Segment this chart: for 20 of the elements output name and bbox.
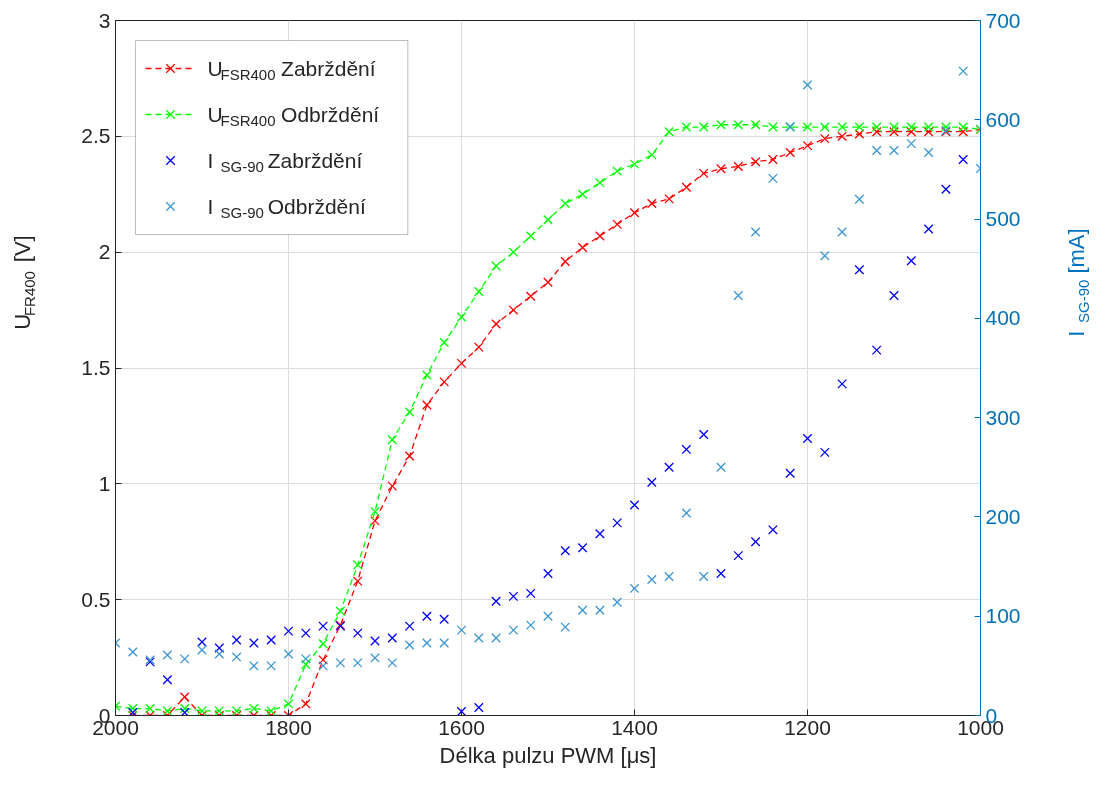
y2-tick-label: 600 [985,107,1021,131]
x-tick-label: 1600 [438,715,485,739]
x-tick-label: 1800 [265,715,312,739]
x-axis-title: Délka pulzu PWM [μs] [439,742,657,768]
y2-axis-title: ISG-90 [mA] [1064,228,1092,337]
y2-tick-label: 500 [985,207,1021,231]
y2-tick-label: 100 [985,604,1021,628]
y-tick-label: 2.5 [81,124,111,148]
y2-tick-label: 700 [985,8,1021,32]
x-tick-label: 1200 [784,715,831,739]
y-axis-title: UFR400 [V] [10,235,38,330]
y2-tick-label: 200 [985,504,1021,528]
y2-tick-label: 300 [985,405,1021,429]
y2-tick-label: 400 [985,306,1021,330]
y-tick-label: 0.5 [81,587,111,611]
y-tick-label: 3 [98,8,111,32]
x-tick-label: 1400 [611,715,658,739]
y-tick-label: 2 [98,240,111,264]
y-tick-label: 1 [98,471,111,495]
y-tick-label: 1.5 [81,356,111,379]
